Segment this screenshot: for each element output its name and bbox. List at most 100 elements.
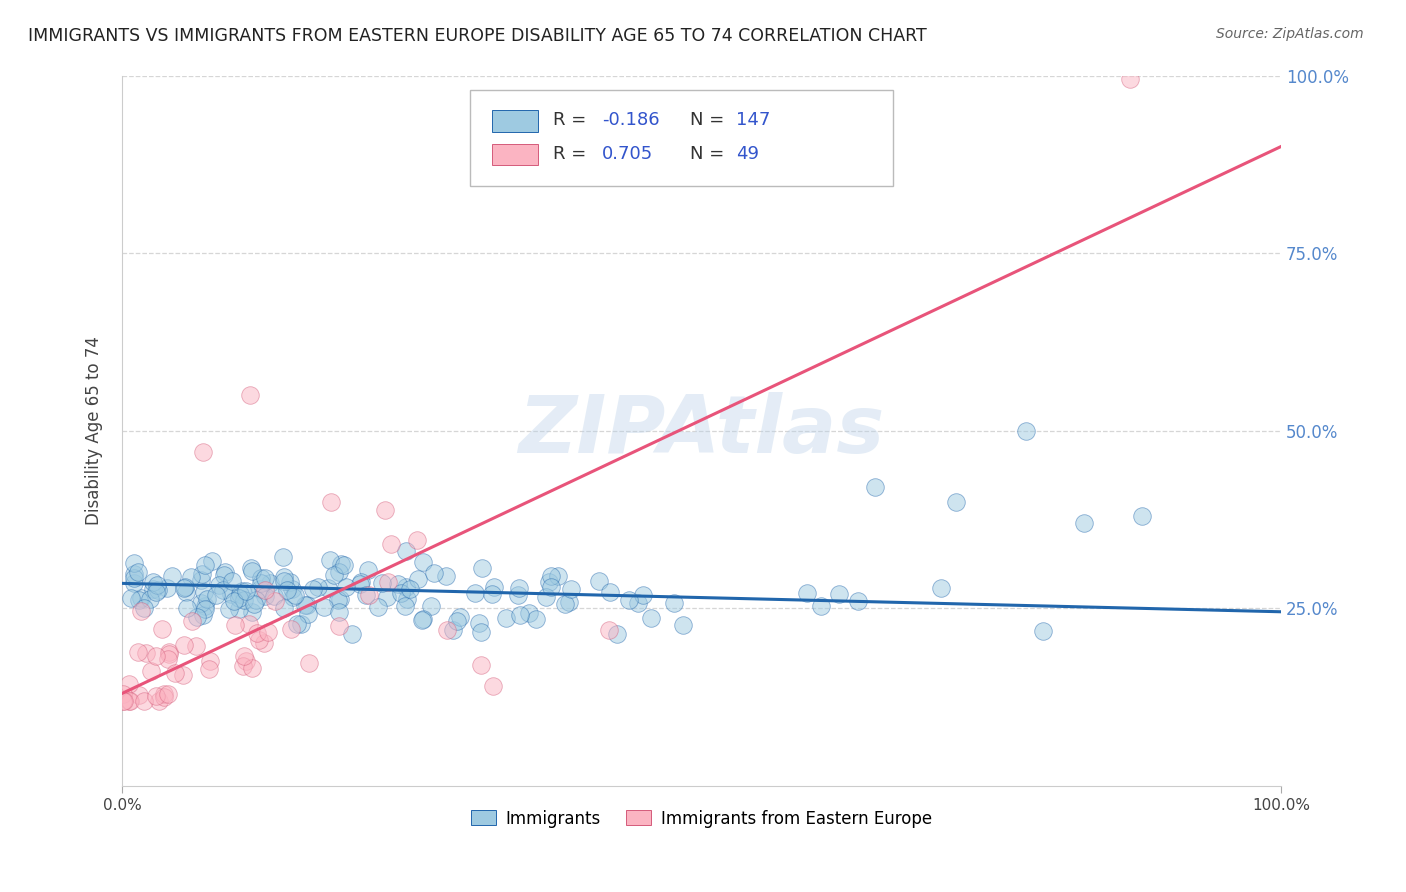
Point — [828, 587, 851, 601]
Point — [405, 533, 427, 548]
Point — [316, 581, 339, 595]
Point — [558, 595, 581, 609]
Point — [150, 623, 173, 637]
Point — [245, 592, 267, 607]
Point — [214, 565, 236, 579]
Point — [232, 659, 254, 673]
Point — [464, 586, 486, 600]
Point — [122, 567, 145, 582]
Point — [142, 582, 165, 597]
Point — [333, 558, 356, 572]
Point — [247, 632, 270, 647]
Point — [228, 602, 250, 616]
Point — [537, 574, 560, 589]
Point — [470, 624, 492, 639]
Point — [434, 569, 457, 583]
Point — [631, 588, 654, 602]
Point — [139, 592, 162, 607]
Point — [297, 607, 319, 621]
Point — [357, 588, 380, 602]
Point — [243, 597, 266, 611]
Point — [176, 601, 198, 615]
Point — [222, 594, 245, 608]
Point — [142, 575, 165, 590]
Point — [181, 614, 204, 628]
Point — [534, 591, 557, 605]
Legend: Immigrants, Immigrants from Eastern Europe: Immigrants, Immigrants from Eastern Euro… — [464, 803, 939, 834]
Point — [235, 583, 257, 598]
Point — [389, 586, 412, 600]
Point — [157, 645, 180, 659]
Point — [284, 588, 307, 602]
Point — [118, 677, 141, 691]
Point — [945, 494, 967, 508]
Point — [198, 654, 221, 668]
Point — [312, 599, 335, 614]
Point — [328, 566, 350, 580]
Point — [135, 646, 157, 660]
Text: R =: R = — [553, 112, 592, 129]
Point — [214, 567, 236, 582]
Point — [111, 693, 134, 707]
Point — [201, 554, 224, 568]
Point — [340, 627, 363, 641]
Point — [238, 388, 260, 402]
Point — [323, 568, 346, 582]
Point — [399, 582, 422, 596]
Point — [328, 605, 350, 619]
Point — [111, 687, 134, 701]
Point — [468, 615, 491, 630]
Point — [112, 693, 135, 707]
Point — [495, 610, 517, 624]
Point — [205, 588, 228, 602]
Point — [259, 576, 281, 591]
Point — [162, 569, 184, 583]
Point — [132, 693, 155, 707]
Point — [294, 599, 316, 613]
Point — [218, 602, 240, 616]
Point — [173, 638, 195, 652]
Point — [394, 580, 416, 594]
Point — [240, 606, 263, 620]
Point — [846, 594, 869, 608]
Point — [285, 616, 308, 631]
Point — [796, 585, 818, 599]
Point — [387, 577, 409, 591]
Point — [319, 494, 342, 508]
Point — [194, 601, 217, 615]
Point — [263, 589, 285, 603]
Point — [172, 668, 194, 682]
Point — [290, 617, 312, 632]
Point — [540, 580, 562, 594]
Point — [672, 617, 695, 632]
Point — [446, 614, 468, 628]
FancyBboxPatch shape — [470, 90, 893, 186]
Point — [157, 647, 180, 661]
Point — [276, 583, 298, 598]
Point — [194, 558, 217, 572]
Point — [349, 575, 371, 590]
Point — [186, 609, 208, 624]
Point — [394, 599, 416, 613]
Text: 49: 49 — [737, 145, 759, 162]
Point — [173, 580, 195, 594]
Point — [176, 585, 198, 599]
Point — [254, 589, 277, 603]
Point — [471, 561, 494, 575]
Point — [1015, 424, 1038, 438]
Point — [146, 578, 169, 592]
Point — [328, 592, 350, 607]
Point — [145, 649, 167, 664]
Point — [375, 590, 398, 604]
Point — [129, 604, 152, 618]
Point — [153, 687, 176, 701]
Point — [235, 654, 257, 668]
Point — [278, 574, 301, 589]
Point — [122, 571, 145, 585]
Point — [240, 565, 263, 579]
Point — [221, 574, 243, 588]
Point — [224, 617, 246, 632]
Point — [349, 577, 371, 591]
Point — [412, 555, 434, 569]
Point — [134, 601, 156, 615]
